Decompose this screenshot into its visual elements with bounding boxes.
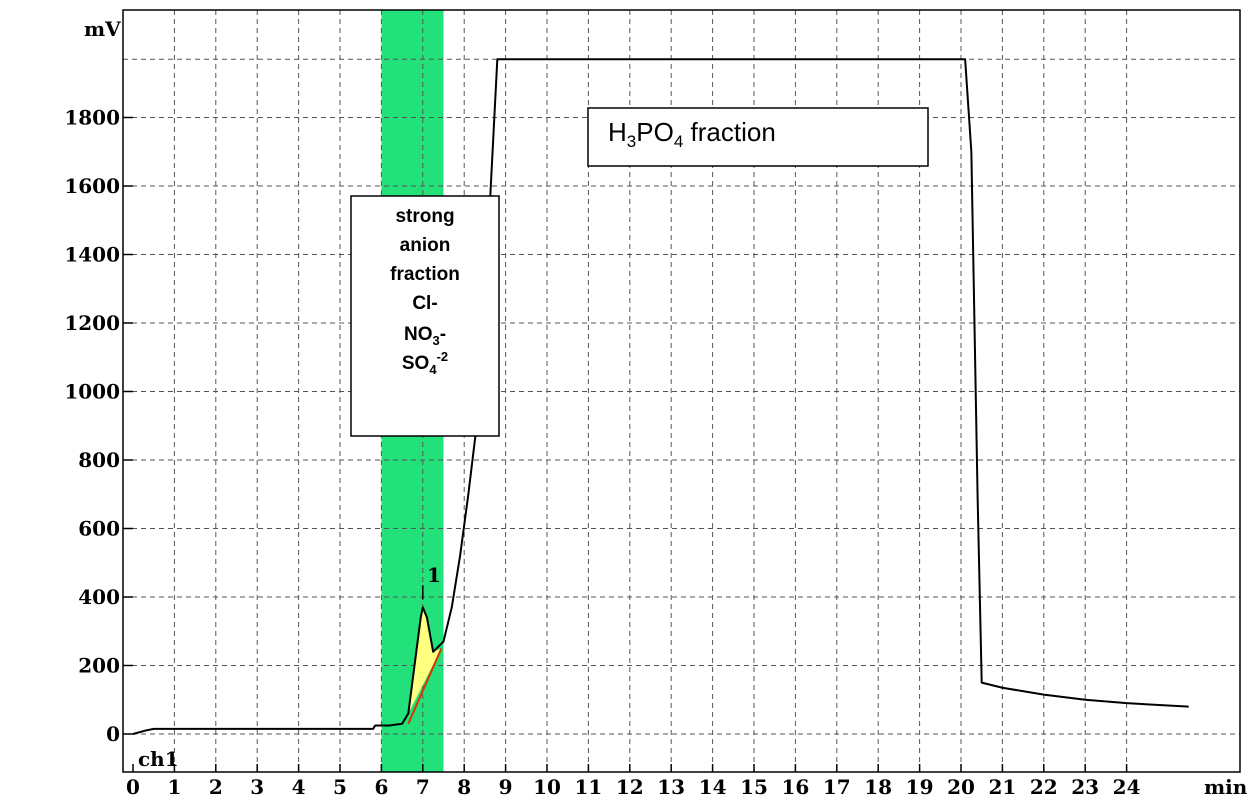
- h3po4-annotation: H3PO4 fraction: [587, 107, 929, 167]
- strong-anion-box: [350, 195, 500, 437]
- y-tick-label-400: 400: [78, 585, 120, 609]
- x-tick-label-6: 6: [374, 775, 388, 799]
- x-tick-label-20: 20: [947, 775, 975, 799]
- x-tick-label-23: 23: [1071, 775, 1099, 799]
- strong-anion-line-3: fraction: [390, 264, 460, 285]
- y-tick-label-1200: 1200: [64, 311, 120, 335]
- x-tick-label-17: 17: [823, 775, 851, 799]
- y-tick-label-1000: 1000: [64, 380, 120, 404]
- peak-area-1: [408, 607, 442, 714]
- y-tick-label-1800: 1800: [64, 106, 120, 130]
- signal-trace: [132, 58, 1189, 735]
- trace-layer: [132, 58, 1189, 735]
- x-tick-label-18: 18: [864, 775, 892, 799]
- peak-baseline-1: [407, 647, 443, 725]
- y-tick-label-0: 0: [106, 722, 120, 746]
- h3po4-box: [587, 107, 929, 167]
- strong-anion-line-1: strong: [395, 206, 454, 227]
- x-tick-label-15: 15: [740, 775, 768, 799]
- x-tick-label-12: 12: [616, 775, 644, 799]
- x-tick-label-13: 13: [657, 775, 685, 799]
- x-tick-label-14: 14: [699, 775, 727, 799]
- x-tick-label-21: 21: [988, 775, 1016, 799]
- y-tick-label-1400: 1400: [64, 243, 120, 267]
- x-tick-label-3: 3: [250, 775, 264, 799]
- y-tick-label-800: 800: [78, 448, 120, 472]
- h3po4-text: H3PO4 fraction: [608, 117, 776, 151]
- y-axis-unit-label: mV: [84, 17, 121, 41]
- x-tick-label-16: 16: [781, 775, 809, 799]
- x-tick-label-9: 9: [499, 775, 513, 799]
- x-tick-label-10: 10: [533, 775, 561, 799]
- x-tick-label-1: 1: [167, 775, 181, 799]
- x-tick-label-2: 2: [209, 775, 223, 799]
- x-tick-label-5: 5: [333, 775, 347, 799]
- x-axis-unit-label: min: [1204, 775, 1248, 799]
- y-tick-label-1600: 1600: [64, 174, 120, 198]
- strong-anion-line-2: anion: [400, 235, 451, 256]
- peak-label: 1: [427, 563, 441, 587]
- y-tick-label-200: 200: [78, 654, 120, 678]
- strong-anion-line-4: Cl-: [412, 293, 437, 314]
- peak-fill-layer: [407, 585, 443, 725]
- x-tick-label-11: 11: [574, 775, 602, 799]
- x-tick-label-8: 8: [457, 775, 471, 799]
- strong-anion-line-5: NO3-: [404, 324, 446, 348]
- channel-label: ch1: [138, 747, 179, 771]
- x-tick-label-4: 4: [292, 775, 306, 799]
- strong-anion-annotation: strong anion fraction Cl- NO3- SO4-2: [350, 195, 500, 437]
- x-tick-label-24: 24: [1113, 775, 1141, 799]
- x-tick-label-0: 0: [126, 775, 140, 799]
- axis-layer: 0 1 2 3 4 5 6 7 8 9 10 11 12 13 14 15 16 17 18 19 20 21 22 23 24…: [64, 9, 1241, 799]
- y-tick-label-600: 600: [78, 517, 120, 541]
- x-tick-label-7: 7: [416, 775, 430, 799]
- x-tick-label-22: 22: [1030, 775, 1058, 799]
- x-tick-label-19: 19: [906, 775, 934, 799]
